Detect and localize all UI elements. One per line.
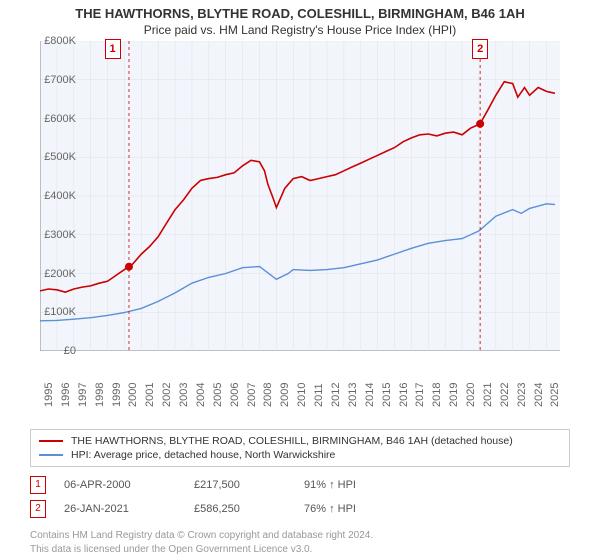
x-axis-label: 2025 bbox=[549, 383, 561, 407]
chart-svg bbox=[40, 41, 560, 351]
y-axis-label: £100K bbox=[44, 306, 76, 318]
y-axis-label: £600K bbox=[44, 113, 76, 125]
sale-row: 2 26-JAN-2021£586,25076% ↑ HPI bbox=[30, 497, 570, 521]
x-axis-label: 2012 bbox=[330, 383, 342, 407]
y-axis-label: £300K bbox=[44, 229, 76, 241]
x-axis-label: 2011 bbox=[313, 383, 325, 407]
x-axis-label: 2005 bbox=[212, 383, 224, 407]
sale-price: £217,500 bbox=[194, 479, 304, 491]
legend-label: HPI: Average price, detached house, Nort… bbox=[71, 449, 335, 461]
sale-number-badge: 1 bbox=[30, 476, 46, 494]
x-axis-label: 2008 bbox=[262, 383, 274, 407]
x-axis-label: 2024 bbox=[533, 383, 545, 407]
legend-item: THE HAWTHORNS, BLYTHE ROAD, COLESHILL, B… bbox=[39, 434, 561, 448]
x-axis-label: 2017 bbox=[414, 383, 426, 407]
x-axis-label: 2020 bbox=[465, 383, 477, 407]
x-axis-label: 2006 bbox=[229, 383, 241, 407]
x-axis-label: 1995 bbox=[43, 383, 55, 407]
chart-subtitle: Price paid vs. HM Land Registry's House … bbox=[0, 21, 600, 41]
y-axis-label: £0 bbox=[64, 345, 76, 357]
sale-marker-1: 1 bbox=[105, 39, 121, 59]
x-axis-label: 2014 bbox=[364, 383, 376, 407]
x-axis-label: 1997 bbox=[77, 383, 89, 407]
x-axis-label: 1998 bbox=[94, 383, 106, 407]
y-axis-label: £800K bbox=[44, 35, 76, 47]
sale-hpi-delta: 91% ↑ HPI bbox=[304, 479, 424, 491]
chart-area: £0£100K£200K£300K£400K£500K£600K£700K£80… bbox=[40, 41, 600, 391]
x-axis-label: 2003 bbox=[178, 383, 190, 407]
footer-attribution: Contains HM Land Registry data © Crown c… bbox=[30, 529, 570, 556]
legend-item: HPI: Average price, detached house, Nort… bbox=[39, 448, 561, 462]
y-axis-label: £700K bbox=[44, 74, 76, 86]
footer-line-2: This data is licensed under the Open Gov… bbox=[30, 543, 570, 557]
x-axis-label: 2018 bbox=[431, 383, 443, 407]
legend-swatch bbox=[39, 454, 63, 456]
x-axis-label: 2010 bbox=[296, 383, 308, 407]
x-axis-label: 2022 bbox=[499, 383, 511, 407]
x-axis-label: 2013 bbox=[347, 383, 359, 407]
y-axis-label: £200K bbox=[44, 268, 76, 280]
y-axis-label: £400K bbox=[44, 190, 76, 202]
sale-date: 06-APR-2000 bbox=[64, 479, 194, 491]
x-axis-label: 2016 bbox=[398, 383, 410, 407]
chart-title: THE HAWTHORNS, BLYTHE ROAD, COLESHILL, B… bbox=[0, 0, 600, 21]
sales-table: 1 06-APR-2000£217,50091% ↑ HPI 2 26-JAN-202… bbox=[30, 473, 570, 521]
x-axis-label: 2009 bbox=[279, 383, 291, 407]
x-axis-label: 2023 bbox=[516, 383, 528, 407]
legend-swatch bbox=[39, 440, 63, 442]
x-axis-label: 1999 bbox=[111, 383, 123, 407]
sale-row: 1 06-APR-2000£217,50091% ↑ HPI bbox=[30, 473, 570, 497]
x-axis-label: 2021 bbox=[482, 383, 494, 407]
x-axis-label: 2001 bbox=[144, 383, 156, 407]
sale-price: £586,250 bbox=[194, 503, 304, 515]
sale-number-badge: 2 bbox=[30, 500, 46, 518]
x-axis-label: 2000 bbox=[127, 383, 139, 407]
x-axis-label: 2019 bbox=[448, 383, 460, 407]
x-axis-label: 2002 bbox=[161, 383, 173, 407]
sale-hpi-delta: 76% ↑ HPI bbox=[304, 503, 424, 515]
x-axis-label: 2007 bbox=[246, 383, 258, 407]
legend-label: THE HAWTHORNS, BLYTHE ROAD, COLESHILL, B… bbox=[71, 435, 513, 447]
sale-date: 26-JAN-2021 bbox=[64, 503, 194, 515]
x-axis-label: 1996 bbox=[60, 383, 72, 407]
x-axis-label: 2015 bbox=[381, 383, 393, 407]
x-axis-label: 2004 bbox=[195, 383, 207, 407]
sale-marker-2: 2 bbox=[472, 39, 488, 59]
y-axis-label: £500K bbox=[44, 151, 76, 163]
legend: THE HAWTHORNS, BLYTHE ROAD, COLESHILL, B… bbox=[30, 429, 570, 467]
footer-line-1: Contains HM Land Registry data © Crown c… bbox=[30, 529, 570, 543]
